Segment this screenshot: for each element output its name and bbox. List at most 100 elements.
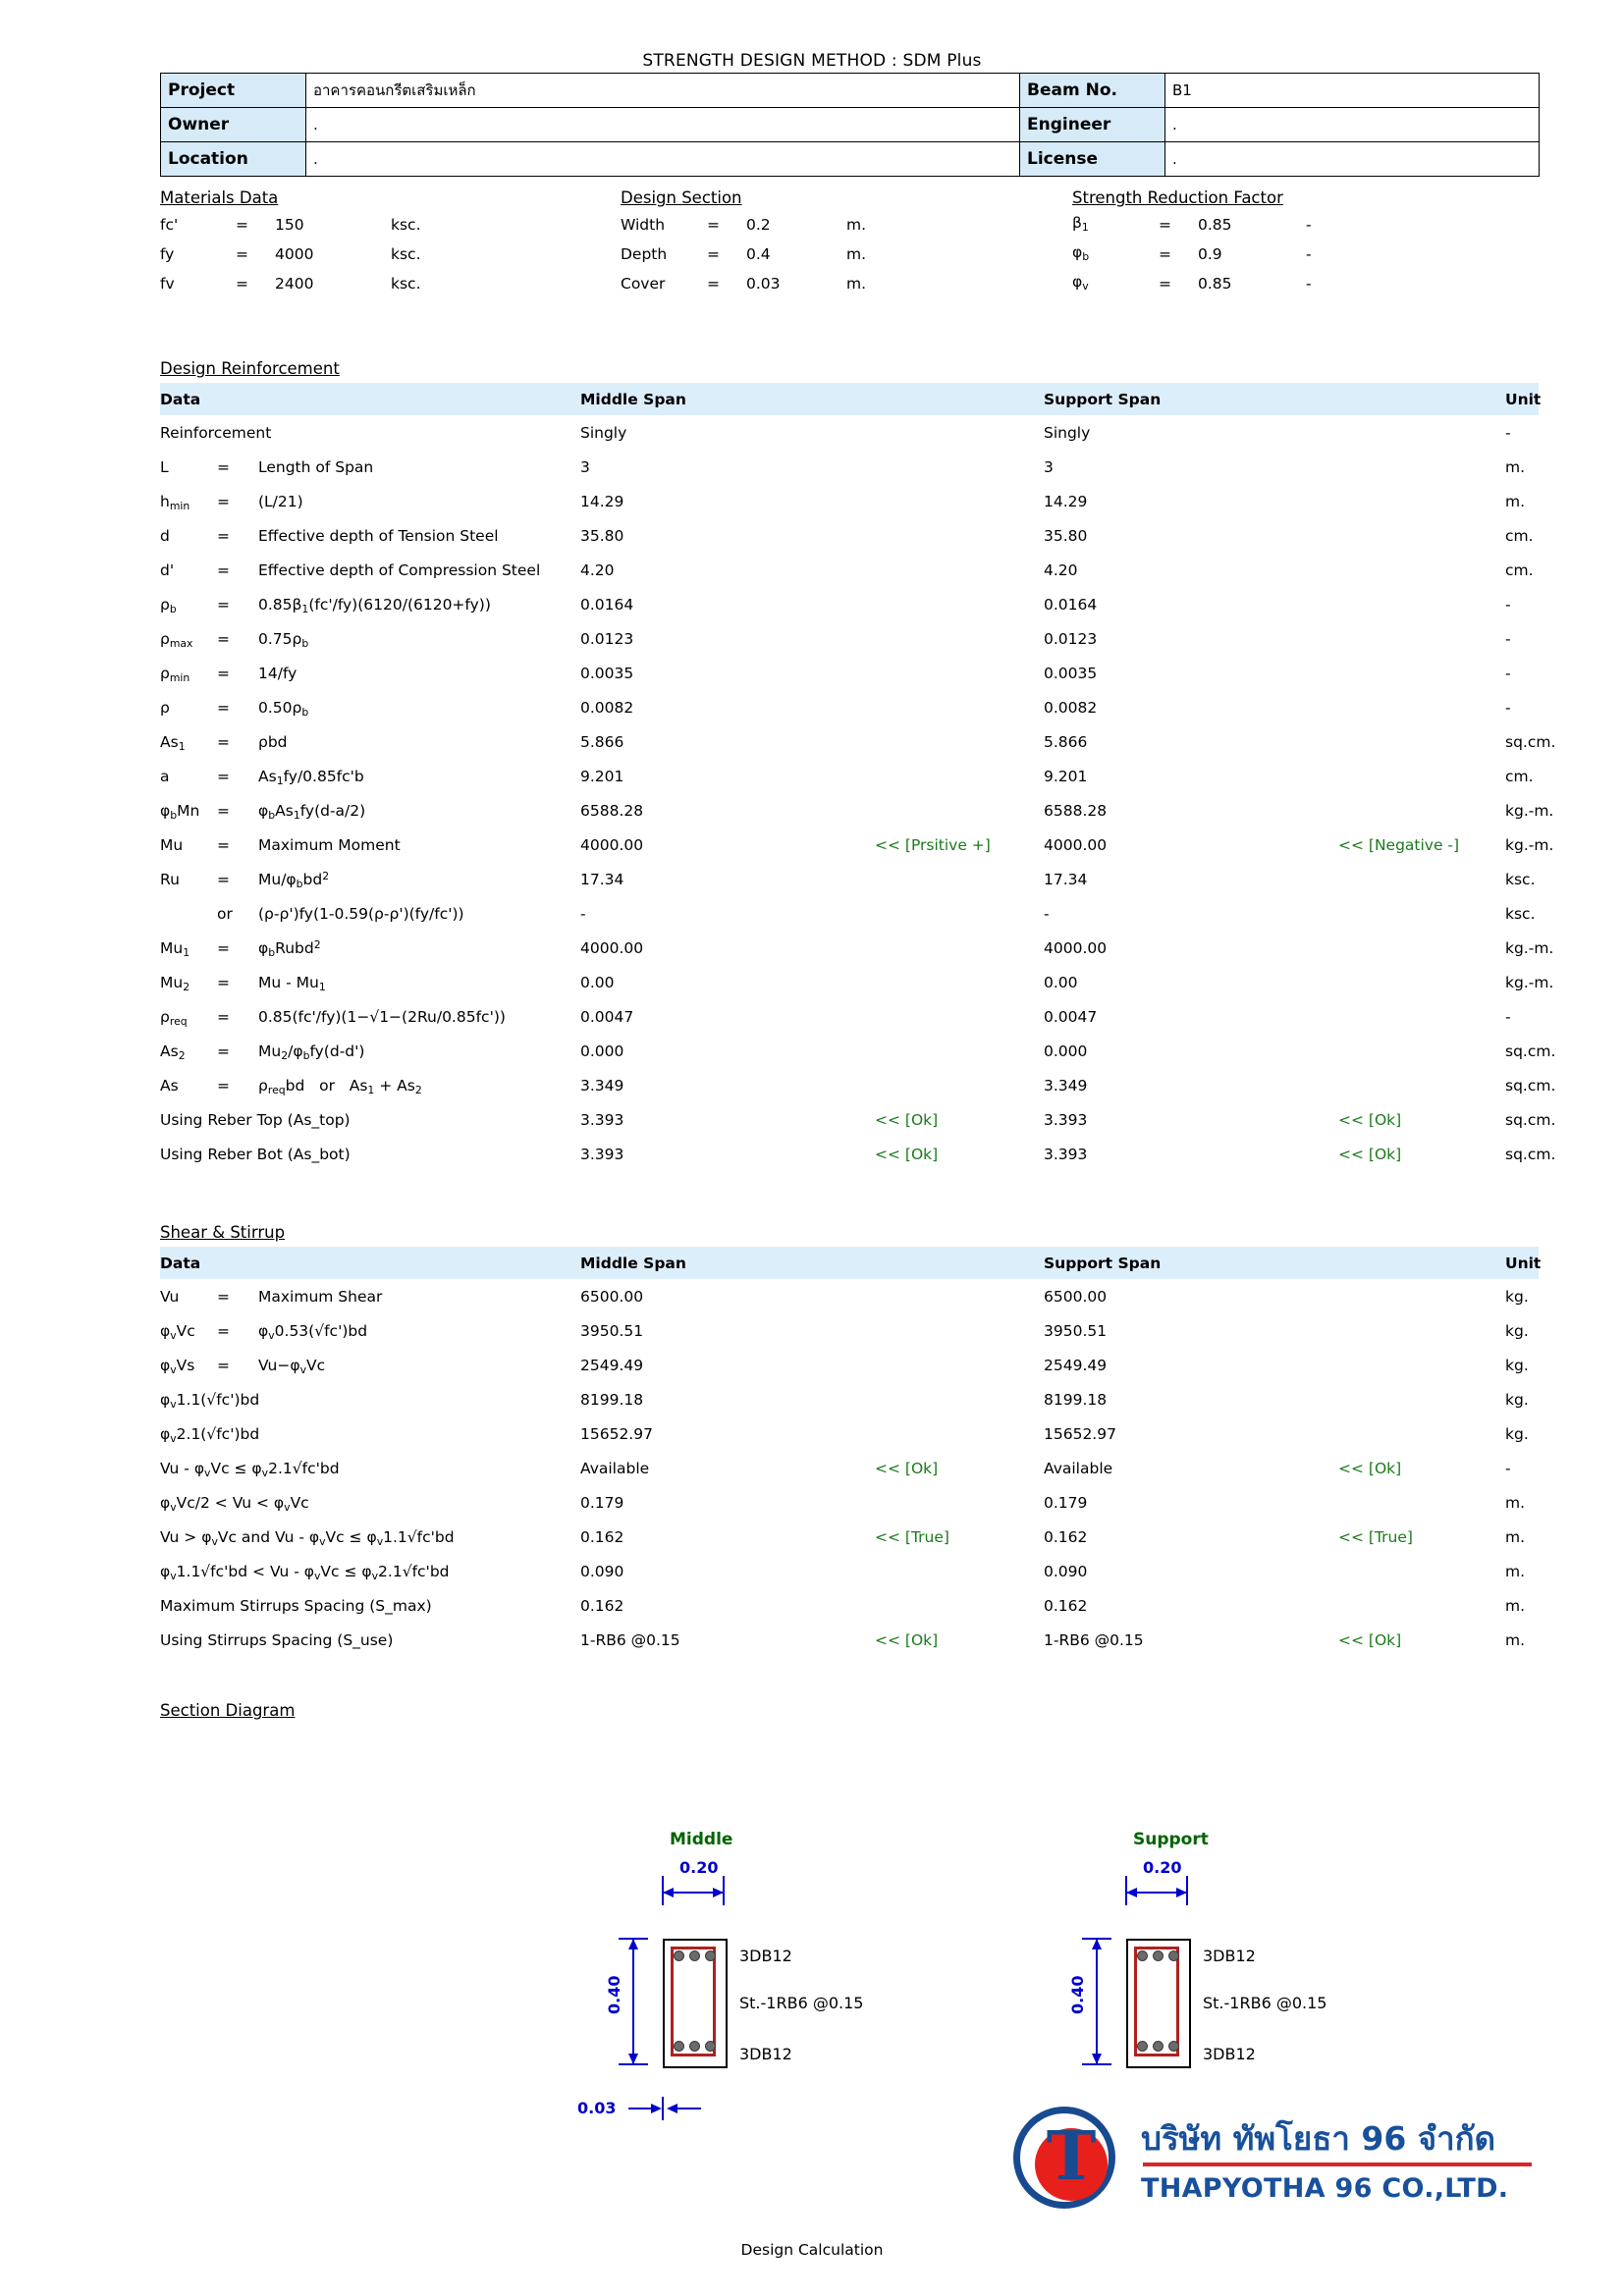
materials-data-heading: Materials Data [160, 188, 279, 207]
reinforcement-equals: = [217, 1007, 230, 1026]
shear-support-value: 0.179 [1044, 1493, 1088, 1512]
reinforcement-row: ρ = 0.50ρb 0.0082 0.0082 - [160, 690, 1539, 724]
reinforcement-symbol: Mu2 [160, 973, 190, 993]
reinforcement-middle-value: 9.201 [580, 767, 624, 785]
middle-section-bottom-bar-2 [705, 2041, 716, 2052]
shear-equals: = [217, 1321, 230, 1340]
reinforcement-middle-value: 0.0047 [580, 1007, 634, 1026]
reinforcement-support-note [1338, 759, 1505, 793]
middle-section-beam-outline [663, 1939, 728, 2068]
materials-value-0: 150 [275, 216, 304, 234]
header-row: Owner. Engineer. [160, 107, 1540, 142]
shear-row: Maximum Stirrups Spacing (S_max) 0.162 0.1… [160, 1588, 1539, 1623]
reinforcement-middle-value: 3.393 [580, 1110, 624, 1129]
header-value-1[interactable]: . [305, 107, 1020, 142]
shear-unit: m. [1505, 1562, 1526, 1580]
reinforcement-unit: - [1505, 423, 1511, 442]
reinforcement-row: Using Reber Bot (As_bot) 3.393 << [Ok] 3.39… [160, 1137, 1555, 1171]
reinforcement-unit: cm. [1505, 561, 1534, 579]
reinforcement-description: 0.75ρb [258, 629, 309, 650]
reinforcement-symbol: L [160, 457, 169, 476]
shear-middle-note: << [Ok] [875, 1630, 939, 1649]
reinforcement-description: ρbd [258, 732, 288, 751]
header-value2-0[interactable]: B1 [1164, 73, 1540, 108]
materials-unit-1: ksc. [391, 245, 421, 263]
shear-middle-note: << [True] [875, 1527, 949, 1546]
reinforcement-row: ρmin = 14/fy 0.0035 0.0035 - [160, 656, 1539, 690]
design-reinforcement-heading: Design Reinforcement [160, 359, 340, 378]
design-section-unit-1: m. [846, 245, 867, 263]
support-section-width-dim-arrow-right [1176, 1888, 1187, 1897]
reinforcement-unit: - [1505, 595, 1511, 614]
shear-symbol: Maximum Stirrups Spacing (S_max) [160, 1596, 432, 1615]
header-value-2[interactable]: . [305, 141, 1020, 177]
shear-support-value: Available [1044, 1459, 1113, 1477]
logo-thai-name: บริษัท ทัพโยธา 96 จำกัด [1141, 2119, 1496, 2158]
shear-support-note [1338, 1588, 1505, 1623]
logo-disc [1035, 2128, 1108, 2201]
reinforcement-equals: = [217, 492, 230, 510]
reinforcement-row: Mu2 = Mu - Mu1 0.00 0.00 kg.-m. [160, 965, 1553, 999]
design-section-equals-0: = [707, 216, 720, 234]
shear-symbol: φvVs [160, 1356, 195, 1376]
shear-row: Vu > φvVc and Vu - φvVc ≤ φv1.1√fc'bd 0.1… [160, 1520, 1539, 1554]
reinforcement-middle-note [875, 450, 1044, 484]
logo-divider [1143, 2163, 1532, 2166]
middle-section-top-bar-0 [674, 1950, 684, 1961]
header-value2-1[interactable]: . [1164, 107, 1540, 142]
shear-middle-note [875, 1588, 1044, 1623]
reinforcement-support-note [1338, 587, 1505, 621]
reinforcement-middle-note [875, 724, 1044, 759]
reinforcement-unit: m. [1505, 457, 1526, 476]
reinforcement-support-value: 5.866 [1044, 732, 1088, 751]
strength-factor-symbol-1: φb [1072, 243, 1090, 264]
middle-section-depth-dim-arrow-top [628, 1939, 638, 1949]
reinforcement-support-value: - [1044, 904, 1050, 923]
reinforcement-support-note [1338, 1034, 1505, 1068]
header-value2-2[interactable]: . [1164, 141, 1540, 177]
middle-section-stirrup [671, 1947, 716, 2056]
reinforcement-middle-note [875, 965, 1044, 999]
reinforcement-middle-value: 5.866 [580, 732, 624, 751]
reinforcement-support-value: 4000.00 [1044, 835, 1108, 854]
reinforcement-support-value: 35.80 [1044, 526, 1088, 545]
shear-support-note: << [Ok] [1338, 1459, 1402, 1477]
reinforcement-unit: ksc. [1505, 870, 1536, 888]
shear-support-value: 8199.18 [1044, 1390, 1108, 1409]
middle-section-stirrup-label: St.-1RB6 @0.15 [739, 1994, 864, 2012]
materials-unit-0: ksc. [391, 216, 421, 234]
reinforcement-col-header-support-span: Support Span [1044, 383, 1505, 415]
design-section-equals-2: = [707, 275, 720, 293]
design-section-unit-2: m. [846, 275, 867, 293]
shear-equals: = [217, 1287, 230, 1306]
reinforcement-row: Ru = Mu/φbbd2 17.34 17.34 ksc. [160, 862, 1539, 896]
cover-dim-tick [662, 2097, 665, 2120]
reinforcement-description: (ρ-ρ')fy(1-0.59(ρ-ρ')(fy/fc')) [258, 904, 464, 923]
header-value-0[interactable]: อาคารคอนกรีตเสริมเหล็ก [305, 73, 1020, 108]
shear-middle-note [875, 1348, 1044, 1382]
strength-factor-unit-0: - [1306, 216, 1312, 234]
shear-unit: kg. [1505, 1390, 1529, 1409]
design-section-heading: Design Section [621, 188, 742, 207]
materials-value-1: 4000 [275, 245, 314, 263]
shear-support-note [1338, 1554, 1505, 1588]
reinforcement-description: Effective depth of Tension Steel [258, 526, 499, 545]
shear-row: φv2.1(√fc')bd 15652.97 15652.97 kg. [160, 1416, 1539, 1451]
reinforcement-support-value: 4000.00 [1044, 938, 1108, 957]
reinforcement-unit: sq.cm. [1505, 1041, 1556, 1060]
reinforcement-equals: = [217, 973, 230, 991]
reinforcement-support-value: 0.000 [1044, 1041, 1088, 1060]
reinforcement-equals: = [217, 767, 230, 785]
shear-middle-value: 6500.00 [580, 1287, 644, 1306]
reinforcement-row: Using Reber Top (As_top) 3.393 << [Ok] 3.39… [160, 1102, 1555, 1137]
reinforcement-equals: = [217, 870, 230, 888]
materials-unit-2: ksc. [391, 275, 421, 293]
reinforcement-symbol: ρmax [160, 629, 193, 650]
shear-middle-value: 8199.18 [580, 1390, 644, 1409]
reinforcement-support-note [1338, 999, 1505, 1034]
reinforcement-symbol [160, 896, 217, 931]
shear-symbol: φvVc [160, 1321, 195, 1342]
page-footer: Design Calculation [740, 2241, 884, 2259]
document-title: STRENGTH DESIGN METHOD : SDM Plus [642, 51, 982, 71]
reinforcement-equals: = [217, 457, 230, 476]
